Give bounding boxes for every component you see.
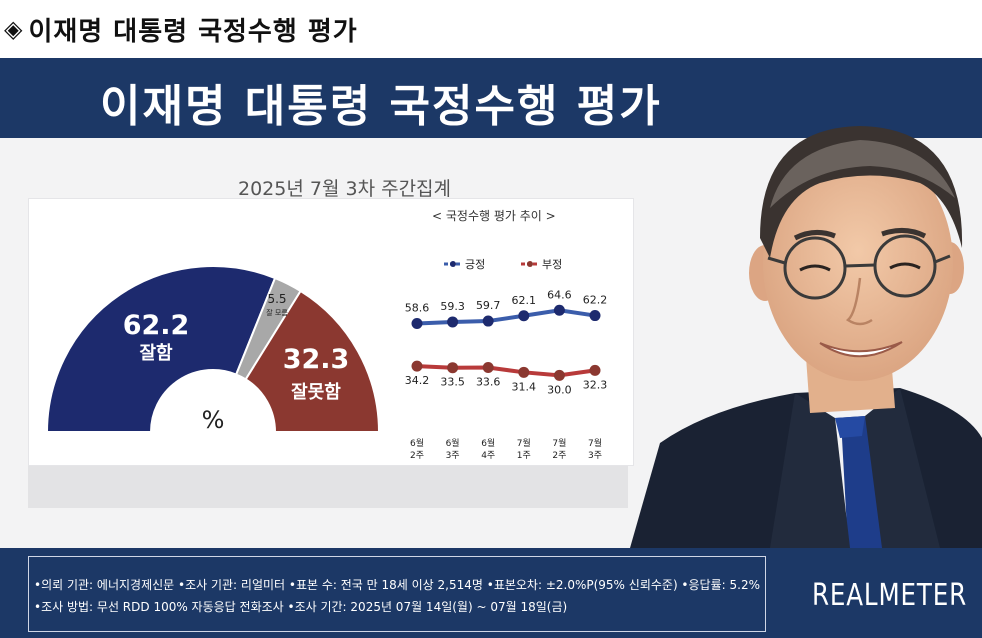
legend-label-positive: 긍정 bbox=[465, 258, 485, 271]
page-heading-text: 이재명 대통령 국정수행 평가 bbox=[28, 16, 358, 47]
trend-chart-title: < 국정수행 평가 추이 > bbox=[432, 209, 556, 223]
pie-value-positive: 62.2 bbox=[123, 310, 190, 341]
x-tick-label: 6월 3주 bbox=[446, 437, 460, 461]
x-tick-label: 7월 2주 bbox=[552, 437, 566, 461]
data-label-positive: 59.3 bbox=[440, 300, 465, 313]
survey-info-line-1: •의뢰 기관: 에너지경제신문 •조사 기관: 리얼미터 •표본 수: 전국 만… bbox=[34, 578, 760, 592]
data-label-positive: 58.6 bbox=[405, 301, 430, 314]
data-point-negative bbox=[553, 369, 565, 381]
data-point-negative bbox=[589, 364, 601, 376]
survey-info-line-2: •조사 방법: 무선 RDD 100% 자동응답 전화조사 •조사 기간: 20… bbox=[34, 600, 568, 614]
president-portrait bbox=[620, 88, 982, 548]
data-label-negative: 31.4 bbox=[512, 380, 537, 393]
pie-slice-negative bbox=[244, 289, 381, 433]
banner-title: 이재명 대통령 국정수행 평가 bbox=[100, 81, 662, 132]
data-label-positive: 59.7 bbox=[476, 299, 501, 312]
data-label-positive: 64.6 bbox=[547, 288, 572, 301]
data-label-positive: 62.2 bbox=[583, 294, 608, 307]
data-label-negative: 34.2 bbox=[405, 374, 430, 387]
x-tick-label: 7월 1주 bbox=[517, 437, 531, 461]
data-point-positive bbox=[589, 310, 601, 322]
pie-slice-positive bbox=[45, 265, 277, 433]
realmeter-logo: REALMETER bbox=[812, 578, 967, 613]
series-line-negative bbox=[416, 364, 596, 378]
pie-label-positive: 잘함 bbox=[139, 342, 173, 364]
survey-info-box bbox=[28, 556, 766, 632]
data-label-negative: 33.6 bbox=[476, 375, 501, 388]
x-tick-label: 6월 2주 bbox=[410, 437, 424, 461]
data-point-positive bbox=[553, 304, 565, 316]
title-banner: 이재명 대통령 국정수행 평가 bbox=[0, 58, 982, 138]
data-label-negative: 30.0 bbox=[547, 383, 572, 396]
x-tick-label: 6월 4주 bbox=[481, 437, 495, 461]
panel-shadow bbox=[28, 466, 628, 508]
survey-subtitle: 2025년 7월 3차 주간집계 bbox=[238, 178, 452, 200]
legend-label-negative: 부정 bbox=[542, 258, 562, 271]
series-line-positive bbox=[416, 308, 596, 326]
footer-bar bbox=[0, 548, 982, 638]
legend-marker-positive bbox=[450, 261, 456, 267]
data-label-negative: 33.5 bbox=[440, 376, 465, 389]
x-tick-label: 7월 3주 bbox=[588, 437, 602, 461]
pie-label-negative: 잘못함 bbox=[291, 381, 341, 403]
portrait-illustration bbox=[630, 126, 982, 548]
data-point-negative bbox=[447, 362, 459, 374]
pie-value-negative: 32.3 bbox=[283, 344, 350, 375]
pie-baseline-mask bbox=[40, 432, 400, 438]
data-label-positive: 62.1 bbox=[512, 294, 537, 307]
data-point-positive bbox=[482, 315, 494, 327]
data-point-negative bbox=[411, 360, 423, 372]
diamond-icon: ◈ bbox=[4, 15, 23, 43]
pie-label-neutral: 잘 모름 bbox=[266, 309, 288, 317]
data-point-negative bbox=[482, 361, 494, 373]
data-point-positive bbox=[518, 310, 530, 322]
data-point-negative bbox=[518, 366, 530, 378]
legend-marker-negative bbox=[527, 261, 533, 267]
data-point-positive bbox=[447, 316, 459, 328]
pie-value-neutral: 5.5 bbox=[267, 292, 286, 306]
page-heading: ◈ 이재명 대통령 국정수행 평가 bbox=[0, 0, 982, 58]
data-label-negative: 32.3 bbox=[583, 378, 608, 391]
pie-unit-label: % bbox=[202, 406, 225, 434]
data-point-positive bbox=[411, 317, 423, 329]
